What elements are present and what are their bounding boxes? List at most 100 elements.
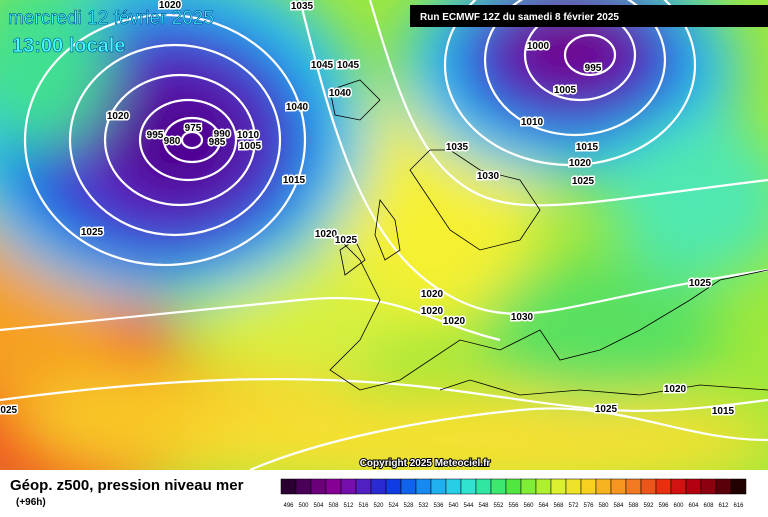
scale-swatch xyxy=(310,478,327,495)
isobar-label: 1045 xyxy=(311,60,334,71)
isobar-label: 1020 xyxy=(569,158,592,169)
scale-swatch xyxy=(490,478,507,495)
scale-label: 552 xyxy=(493,503,504,509)
isobar-label: 1020 xyxy=(443,316,466,327)
isobar-label: 1020 xyxy=(159,0,182,11)
scale-label: 608 xyxy=(703,503,714,509)
scale-label: 572 xyxy=(568,503,579,509)
isobar-label: 1025 xyxy=(81,227,104,238)
copyright: Copyright 2025 Meteociel.fr xyxy=(360,458,491,469)
isobar-label: 1035 xyxy=(446,142,469,153)
isobar-label: 980 xyxy=(164,136,181,147)
scale-swatch xyxy=(640,478,657,495)
run-info: Run ECMWF 12Z du samedi 8 février 2025 xyxy=(420,12,619,23)
scale-label: 496 xyxy=(283,503,294,509)
scale-label: 532 xyxy=(418,503,429,509)
isobar-label: 995 xyxy=(147,130,164,141)
scale-swatch xyxy=(565,478,582,495)
scale-label: 568 xyxy=(553,503,564,509)
isobar-label: 1010 xyxy=(237,130,260,141)
scale-label: 516 xyxy=(358,503,369,509)
scale-swatch xyxy=(655,478,672,495)
scale-swatch xyxy=(325,478,342,495)
isobar-label: 1030 xyxy=(477,171,500,182)
isobar-label: 1020 xyxy=(421,306,444,317)
scale-swatch xyxy=(535,478,552,495)
isobar-label: 990 xyxy=(214,129,231,140)
isobar-label: 1020 xyxy=(315,229,338,240)
map-date: mercredi 12 février 2025 xyxy=(8,8,214,29)
scale-label: 548 xyxy=(478,503,489,509)
scale-swatch xyxy=(685,478,702,495)
scale-swatch xyxy=(280,478,297,495)
scale-swatch xyxy=(475,478,492,495)
scale-swatch xyxy=(520,478,537,495)
scale-swatch xyxy=(370,478,387,495)
isobar-label: 1015 xyxy=(576,142,599,153)
isobar-label: 1025 xyxy=(689,278,712,289)
scale-label: 556 xyxy=(508,503,519,509)
scale-label: 504 xyxy=(313,503,324,509)
scale-swatch xyxy=(415,478,432,495)
scale-label: 584 xyxy=(613,503,624,509)
map-time: 13:00 locale xyxy=(12,35,125,57)
scale-label: 576 xyxy=(583,503,594,509)
isobar-label: 1010 xyxy=(521,117,544,128)
scale-swatch xyxy=(700,478,717,495)
scale-label: 592 xyxy=(643,503,654,509)
scale-label: 588 xyxy=(628,503,639,509)
scale-swatch xyxy=(355,478,372,495)
isobar-label: 975 xyxy=(185,123,202,134)
isobar-label: 1005 xyxy=(239,141,262,152)
lead-time: (+96h) xyxy=(16,497,46,508)
isobar-label: 1025 xyxy=(0,405,18,416)
scale-label: 544 xyxy=(463,503,474,509)
scale-label: 560 xyxy=(523,503,534,509)
isobar-label: 1040 xyxy=(286,102,309,113)
scale-label: 528 xyxy=(403,503,414,509)
scale-swatch xyxy=(505,478,522,495)
scale-swatch xyxy=(670,478,687,495)
isobar-label: 1040 xyxy=(329,88,352,99)
isobar-label: 1030 xyxy=(511,312,534,323)
field-name: Géop. z500, pression niveau mer xyxy=(10,477,244,494)
scale-swatch xyxy=(400,478,417,495)
scale-swatch xyxy=(610,478,627,495)
run-banner xyxy=(410,5,768,27)
scale-label: 540 xyxy=(448,503,459,509)
scale-swatch xyxy=(715,478,732,495)
scale-label: 612 xyxy=(718,503,729,509)
isobar-label: 1020 xyxy=(664,384,687,395)
isobar-label: 1005 xyxy=(554,85,577,96)
isobar-label: 1025 xyxy=(335,235,358,246)
scale-label: 600 xyxy=(673,503,684,509)
scale-swatch xyxy=(445,478,462,495)
scale-label: 604 xyxy=(688,503,699,509)
scale-label: 524 xyxy=(388,503,399,509)
scale-label: 564 xyxy=(538,503,549,509)
scale-swatch xyxy=(550,478,567,495)
color-scale: 496 500 504 508 512 516 520 524 528 532 536 540 544 5… xyxy=(280,478,747,509)
isobar-label: 1025 xyxy=(595,404,618,415)
isobar-label: 1020 xyxy=(107,111,130,122)
scale-swatch xyxy=(730,478,747,495)
scale-swatch xyxy=(580,478,597,495)
scale-swatch xyxy=(340,478,357,495)
isobar-label: 1020 xyxy=(421,289,444,300)
scale-label: 500 xyxy=(298,503,309,509)
scale-swatch xyxy=(385,478,402,495)
isobar-label: 1015 xyxy=(712,406,735,417)
isobar-label: 1015 xyxy=(283,175,306,186)
scale-label: 520 xyxy=(373,503,384,509)
isobar-label: 1045 xyxy=(337,60,360,71)
scale-label: 508 xyxy=(328,503,339,509)
scale-label: 580 xyxy=(598,503,609,509)
scale-label: 616 xyxy=(733,503,744,509)
scale-label: 536 xyxy=(433,503,444,509)
scale-swatch xyxy=(625,478,642,495)
isobar-label: 985 xyxy=(209,137,226,148)
scale-label: 596 xyxy=(658,503,669,509)
